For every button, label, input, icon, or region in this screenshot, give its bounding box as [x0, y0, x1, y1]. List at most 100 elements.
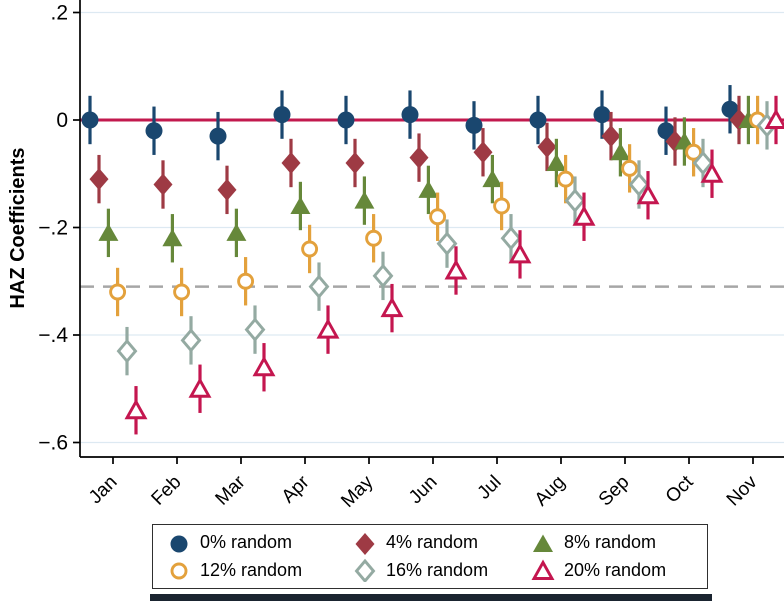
legend-item-16-random: 16% random	[353, 558, 531, 583]
legend-item-8-random: 8% random	[531, 531, 697, 555]
marker-circle	[109, 283, 127, 301]
x-tick-label: Jan	[85, 472, 122, 509]
marker-triangle	[508, 242, 532, 264]
x-tick-label: Sep	[595, 472, 634, 511]
circle-marker-icon	[170, 562, 188, 580]
x-tick-label: Feb	[148, 472, 186, 510]
x-tick-label: Nov	[723, 471, 762, 510]
marker-circle	[465, 116, 483, 134]
marker-circle	[237, 272, 255, 290]
marker-triangle	[764, 108, 784, 129]
legend-item-20-random: 20% random	[531, 558, 697, 582]
marker-triangle	[290, 196, 311, 214]
marker-triangle	[226, 223, 247, 241]
legend-label: 12% random	[200, 559, 303, 580]
marker-triangle	[354, 191, 375, 209]
marker-triangle	[418, 180, 439, 198]
marker-diamond	[308, 274, 330, 299]
legend-item-0-random: 0% random	[167, 531, 353, 555]
x-tick-label: Mar	[212, 471, 250, 509]
marker-triangle	[444, 259, 468, 280]
marker-circle	[145, 122, 163, 140]
chart-plot-area: .2 0 −.2 −.4 −.6 Jan Feb Mar Apr May Jun Jul Aug Sep O…	[7, 0, 784, 512]
marker-triangle	[252, 355, 276, 377]
chart-legend: 0% random 4% random 8% random 12% random 16%…	[152, 524, 708, 589]
marker-circle	[365, 229, 383, 247]
marker-triangle	[636, 183, 660, 205]
marker-diamond	[628, 172, 650, 197]
marker-diamond	[500, 226, 522, 251]
marker-circle	[401, 106, 419, 124]
marker-triangle	[188, 377, 212, 398]
y-tick-label: −.2	[38, 217, 68, 240]
series-20-random	[124, 95, 784, 435]
legend-label: 20% random	[564, 559, 667, 580]
marker-diamond	[537, 135, 557, 158]
legend-item-4-random: 4% random	[353, 531, 531, 555]
diamond-marker-icon	[355, 532, 375, 555]
marker-circle	[81, 111, 99, 129]
y-tick-label: .2	[50, 2, 68, 25]
marker-circle	[593, 106, 611, 124]
marker-triangle	[316, 318, 340, 339]
marker-circle	[170, 562, 188, 580]
marker-triangle	[546, 153, 567, 171]
series-8-random	[98, 95, 759, 263]
marker-diamond	[436, 231, 458, 256]
x-tick-label: Oct	[662, 471, 698, 507]
marker-circle	[557, 170, 575, 188]
marker-circle	[529, 111, 547, 129]
marker-circle	[493, 197, 511, 215]
marker-circle	[209, 127, 227, 145]
marker-circle	[429, 208, 447, 226]
marker-diamond	[355, 532, 375, 555]
legend-label: 0% random	[200, 532, 293, 553]
marker-diamond	[116, 338, 138, 364]
marker-diamond	[281, 152, 301, 174]
x-tick-label: Jun	[405, 472, 442, 509]
marker-diamond	[89, 168, 109, 191]
marker-triangle	[162, 228, 183, 247]
marker-diamond	[354, 559, 376, 583]
series-4-random	[89, 95, 749, 215]
marker-circle	[721, 100, 739, 118]
marker-diamond	[564, 188, 586, 213]
triangle-marker-icon	[531, 559, 555, 581]
marker-triangle	[380, 296, 404, 318]
marker-diamond	[372, 263, 394, 289]
x-tick-label: Jul	[474, 472, 506, 504]
marker-diamond	[180, 328, 202, 353]
y-tick-label: −.6	[38, 432, 68, 455]
circle-marker-icon	[170, 535, 188, 553]
marker-triangle	[98, 223, 119, 241]
marker-triangle	[124, 398, 148, 420]
marker-diamond	[473, 141, 493, 164]
marker-circle	[685, 143, 703, 161]
marker-diamond	[345, 152, 365, 174]
x-tick-label: May	[337, 471, 378, 512]
legend-item-12-random: 12% random	[167, 558, 353, 582]
marker-triangle	[531, 559, 555, 581]
triangle-marker-icon	[533, 534, 553, 552]
series-16-random	[116, 101, 778, 376]
marker-diamond	[153, 173, 173, 196]
figure-bottom-rule	[150, 594, 712, 601]
marker-diamond	[244, 317, 266, 342]
marker-circle	[337, 111, 355, 129]
y-axis-title: HAZ Coefficients	[7, 147, 29, 308]
marker-circle	[273, 106, 291, 124]
marker-triangle	[482, 169, 503, 188]
marker-diamond	[692, 150, 714, 176]
marker-diamond	[217, 178, 237, 201]
marker-triangle	[610, 142, 631, 161]
x-tick-label: Apr	[278, 471, 314, 507]
series-0-random	[81, 85, 739, 161]
marker-diamond	[409, 146, 429, 169]
marker-triangle	[533, 534, 553, 552]
legend-label: 4% random	[386, 532, 479, 553]
y-tick-label: 0	[56, 109, 68, 132]
marker-triangle	[700, 162, 724, 183]
marker-circle	[621, 159, 639, 177]
legend-label: 16% random	[386, 559, 489, 580]
